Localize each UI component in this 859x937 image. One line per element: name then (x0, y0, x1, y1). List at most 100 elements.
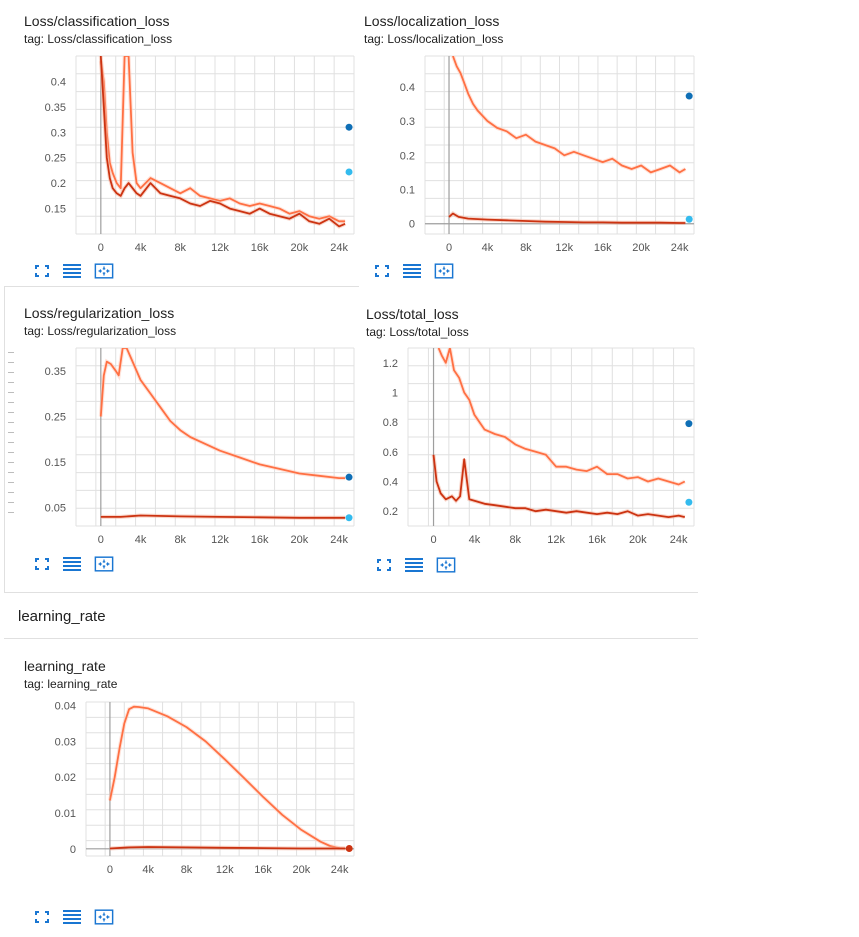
y-tick-label: 0 (70, 844, 76, 856)
y-tick-label: 0.4 (383, 477, 398, 489)
card-tag: tag: Loss/total_loss (366, 325, 469, 339)
x-tick-label: 12k (216, 864, 234, 876)
series-end-dot[interactable] (345, 123, 353, 131)
x-tick-label: 24k (331, 864, 349, 876)
y-tick-label: 0.2 (400, 150, 415, 162)
card-toolbar (32, 262, 122, 284)
y-tick-label: 0.15 (45, 457, 66, 469)
y-tick-label: 0.25 (45, 411, 66, 423)
chart-regularization-loss[interactable]: 0 4k 8k 12k 16k 20k 24k 0.05 0.15 0.25 0.35 (45, 347, 355, 548)
card-tag: tag: Loss/regularization_loss (24, 324, 177, 338)
x-tick-label: 16k (594, 242, 612, 254)
series-line-orange[interactable] (437, 348, 686, 486)
series-end-dot[interactable] (345, 514, 353, 522)
x-tick-label: 16k (254, 864, 272, 876)
x-tick-label: 20k (292, 864, 310, 876)
x-tick-label: 12k (555, 242, 573, 254)
x-tick-label: 24k (670, 534, 688, 546)
fullscreen-icon[interactable] (374, 556, 394, 574)
y-tick-label: 0.2 (383, 506, 398, 518)
lines-icon[interactable] (62, 262, 82, 280)
series-end-dot[interactable] (685, 215, 693, 223)
card-title: Loss/classification_loss (24, 13, 170, 29)
y-tick-label: 0.15 (45, 204, 66, 216)
y-tick-label: 0.1 (400, 185, 415, 197)
y-tick-label: 0.4 (400, 82, 415, 94)
chart-total-loss[interactable]: 0 4k 8k 12k 16k 20k 24k 0.2 0.4 0.6 0.8 1 1.2 (383, 347, 695, 548)
y-tick-label: 0.03 (55, 736, 76, 748)
series-end-dot[interactable] (685, 92, 693, 100)
fullscreen-icon[interactable] (32, 555, 52, 573)
fit-domain-icon[interactable] (94, 262, 114, 280)
series-line-orange[interactable] (99, 348, 346, 480)
series-raw-line (98, 348, 346, 481)
chart-classification-loss[interactable]: 0 4k 8k 12k 16k 20k 24k 0.15 0.2 0.25 0.3 0.35 0.4 (45, 55, 355, 256)
series-line-orange[interactable] (99, 56, 346, 223)
y-tick-label: 1 (392, 388, 398, 400)
fullscreen-icon[interactable] (32, 908, 52, 926)
series-end-dot[interactable] (685, 498, 693, 506)
x-tick-label: 24k (330, 534, 348, 546)
y-tick-label: 0.04 (55, 701, 76, 713)
series-line-orange[interactable] (109, 705, 346, 850)
fit-domain-icon[interactable] (434, 262, 454, 280)
card-tag: tag: learning_rate (24, 677, 118, 691)
y-tick-label: 0 (409, 219, 415, 231)
fullscreen-icon[interactable] (32, 262, 52, 280)
chart-localization-loss[interactable]: 0 4k 8k 12k 16k 20k 24k 0 0.1 0.2 0.3 0.4 (400, 55, 695, 256)
y-tick-label: 0.25 (45, 153, 66, 165)
section-divider (4, 592, 698, 593)
lines-icon[interactable] (62, 555, 82, 573)
card-title: Loss/regularization_loss (24, 305, 175, 321)
x-tick-label: 0 (430, 534, 436, 546)
card-tag: tag: Loss/localization_loss (364, 32, 504, 46)
x-tick-label: 16k (251, 534, 269, 546)
x-tick-label: 20k (291, 534, 309, 546)
chart-learning-rate[interactable]: 0 4k 8k 12k 16k 20k 24k 0 0.01 0.02 0.03 0.04 (55, 701, 355, 878)
x-tick-label: 8k (509, 534, 521, 546)
series-line-orange[interactable] (452, 56, 686, 174)
x-tick-label: 4k (482, 242, 494, 254)
x-tick-label: 12k (547, 534, 565, 546)
card-title: learning_rate (24, 658, 106, 674)
grid (407, 347, 695, 527)
lines-icon[interactable] (402, 262, 422, 280)
y-tick-label: 0.02 (55, 772, 76, 784)
x-tick-label: 0 (107, 864, 113, 876)
grid (75, 55, 355, 235)
x-tick-label: 24k (330, 242, 348, 254)
x-tick-label: 20k (632, 242, 650, 254)
y-tick-label: 0.3 (400, 116, 415, 128)
series-end-dot[interactable] (345, 844, 353, 852)
series-line-red[interactable] (109, 846, 346, 850)
series-line-red[interactable] (432, 454, 686, 519)
x-tick-label: 0 (98, 534, 104, 546)
y-tick-label: 0.6 (383, 447, 398, 459)
x-tick-label: 20k (629, 534, 647, 546)
lines-icon[interactable] (404, 556, 424, 574)
x-tick-label: 12k (211, 242, 229, 254)
card-title: Loss/total_loss (366, 306, 459, 322)
card-toolbar (32, 555, 122, 577)
x-tick-label: 8k (174, 242, 186, 254)
scroll-ticks (8, 352, 14, 522)
series-line-red[interactable] (99, 56, 346, 228)
lines-icon[interactable] (62, 908, 82, 926)
series-end-dot[interactable] (345, 473, 353, 481)
fit-domain-icon[interactable] (436, 556, 456, 574)
card-title: Loss/localization_loss (364, 13, 500, 29)
card-toolbar (372, 262, 462, 284)
x-tick-label: 4k (469, 534, 481, 546)
series-end-dot[interactable] (345, 168, 353, 176)
y-tick-label: 0.8 (383, 417, 398, 429)
x-tick-label: 4k (135, 242, 147, 254)
series-line-red[interactable] (448, 212, 686, 224)
series-end-dot[interactable] (685, 420, 693, 428)
fit-domain-icon[interactable] (94, 908, 114, 926)
x-tick-label: 0 (446, 242, 452, 254)
group-title-learning-rate[interactable]: learning_rate (18, 608, 106, 625)
fit-domain-icon[interactable] (94, 555, 114, 573)
series-line-red[interactable] (100, 514, 346, 519)
card-toolbar (32, 908, 122, 930)
fullscreen-icon[interactable] (372, 262, 392, 280)
